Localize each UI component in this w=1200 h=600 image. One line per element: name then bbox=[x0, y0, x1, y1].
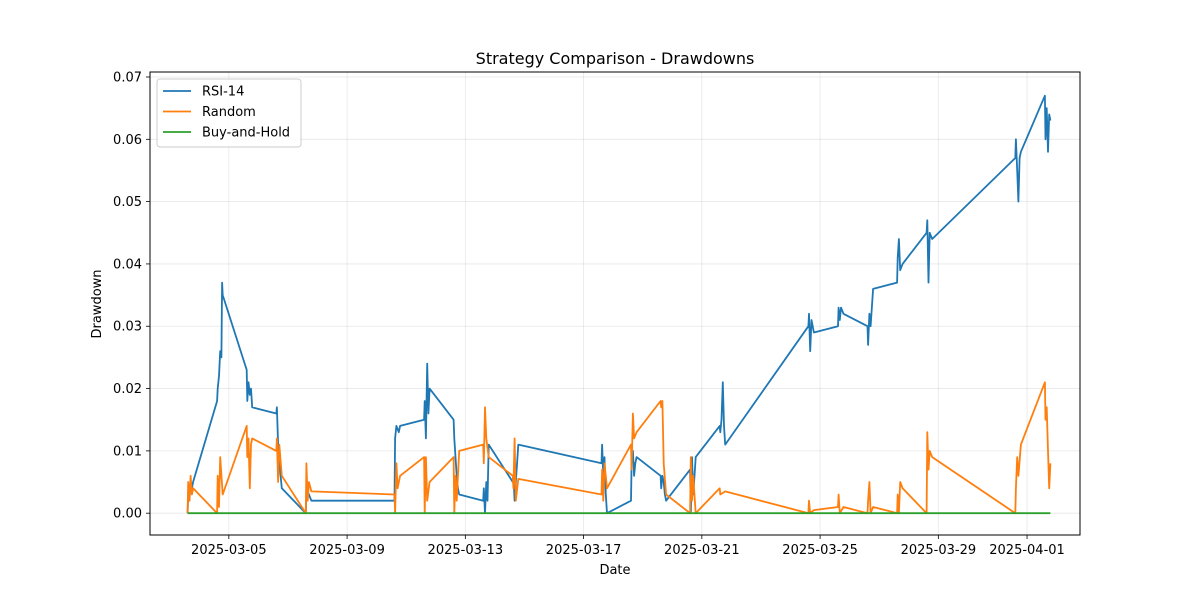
y-tick-label: 0.07 bbox=[113, 70, 142, 85]
x-axis: 2025-03-05 2025-03-09 2025-03-13 2025-03-17… bbox=[191, 535, 1065, 558]
x-tick-label: 2025-03-09 bbox=[309, 543, 385, 558]
x-tick-label: 2025-03-21 bbox=[664, 543, 740, 558]
y-axis: 0.00 0.01 0.02 0.03 0.04 0.05 0.06 0.07 bbox=[113, 70, 150, 522]
legend-entry: Buy-and-Hold bbox=[202, 126, 290, 141]
legend-entry: Random bbox=[202, 105, 256, 120]
y-tick-label: 0.05 bbox=[113, 195, 142, 210]
x-tick-label: 2025-04-01 bbox=[989, 543, 1065, 558]
y-tick-label: 0.04 bbox=[113, 257, 142, 272]
y-tick-label: 0.03 bbox=[113, 320, 142, 335]
plot-frame bbox=[149, 71, 1081, 536]
legend: RSI-14 Random Buy-and-Hold bbox=[156, 78, 302, 148]
x-tick-label: 2025-03-05 bbox=[191, 543, 267, 558]
legend-entry: RSI-14 bbox=[202, 85, 244, 100]
y-tick-label: 0.06 bbox=[113, 133, 142, 148]
y-tick-label: 0.00 bbox=[113, 507, 142, 522]
chart-title: Strategy Comparison - Drawdowns bbox=[476, 49, 755, 68]
x-tick-label: 2025-03-25 bbox=[782, 543, 858, 558]
y-axis-label: Drawdown bbox=[90, 269, 105, 338]
x-tick-label: 2025-03-13 bbox=[428, 543, 504, 558]
x-tick-label: 2025-03-29 bbox=[901, 543, 977, 558]
plot-series bbox=[186, 94, 1052, 515]
x-tick-label: 2025-03-17 bbox=[546, 543, 622, 558]
y-tick-label: 0.02 bbox=[113, 382, 142, 397]
y-tick-label: 0.01 bbox=[113, 444, 142, 459]
legend-frame bbox=[156, 78, 302, 148]
x-axis-label: Date bbox=[599, 563, 630, 578]
